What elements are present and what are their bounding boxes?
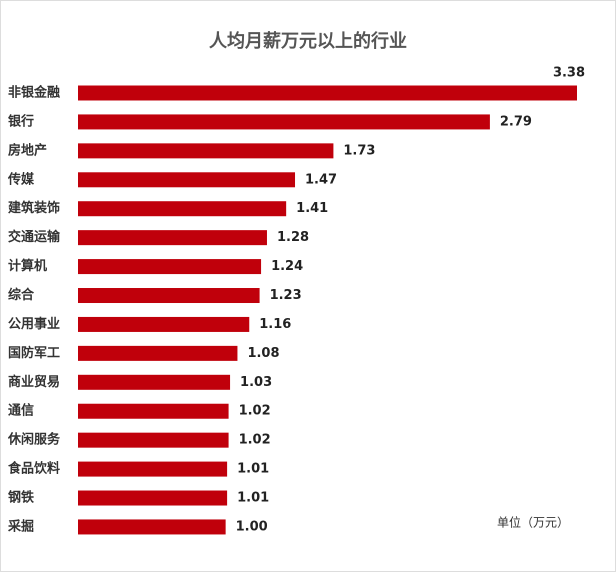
value-label: 1.01 (237, 491, 269, 506)
category-label: 通信 (8, 403, 34, 419)
value-label: 2.79 (500, 114, 532, 129)
category-label: 钢铁 (8, 490, 34, 506)
category-label: 建筑装饰 (8, 200, 60, 216)
category-label: 银行 (8, 113, 34, 129)
bar (78, 230, 267, 246)
unit-note: 单位（万元） (497, 515, 569, 530)
bar (78, 345, 238, 361)
bar (78, 403, 229, 419)
category-label: 非银金融 (8, 85, 60, 101)
category-label: 商业贸易 (8, 374, 60, 390)
bar (78, 143, 334, 159)
value-label: 1.28 (277, 230, 309, 245)
bar (78, 374, 231, 390)
bar (78, 201, 287, 217)
bar (78, 519, 226, 535)
bar (78, 172, 296, 188)
bar (78, 432, 229, 448)
category-label: 食品饮料 (8, 461, 60, 477)
value-label: 1.02 (239, 404, 271, 419)
value-label: 1.41 (296, 201, 328, 216)
category-label: 传媒 (7, 171, 35, 187)
category-label: 采掘 (7, 518, 34, 534)
bar (78, 316, 250, 332)
value-label: 3.38 (553, 66, 585, 81)
value-label: 1.24 (271, 259, 303, 274)
bar (78, 288, 260, 304)
value-label: 1.01 (237, 462, 269, 477)
bar (78, 259, 262, 275)
category-label: 国防军工 (8, 345, 60, 361)
bar (78, 114, 490, 130)
value-label: 1.47 (305, 172, 337, 187)
category-label: 休闲服务 (7, 432, 61, 448)
bar (78, 490, 228, 506)
category-label: 公用事业 (8, 316, 60, 332)
category-label: 综合 (8, 287, 35, 303)
value-label: 1.23 (270, 288, 302, 303)
value-label: 1.08 (247, 346, 279, 361)
category-label: 计算机 (8, 258, 47, 274)
value-label: 1.16 (259, 317, 291, 332)
bar (78, 85, 577, 101)
value-label: 1.02 (239, 433, 271, 448)
value-label: 1.00 (236, 519, 268, 534)
category-label: 房地产 (8, 142, 47, 158)
bar (78, 461, 228, 477)
chart-title: 人均月薪万元以上的行业 (209, 30, 407, 52)
value-label: 1.03 (240, 375, 272, 390)
category-label: 交通运输 (8, 229, 61, 245)
value-label: 1.73 (343, 143, 375, 158)
